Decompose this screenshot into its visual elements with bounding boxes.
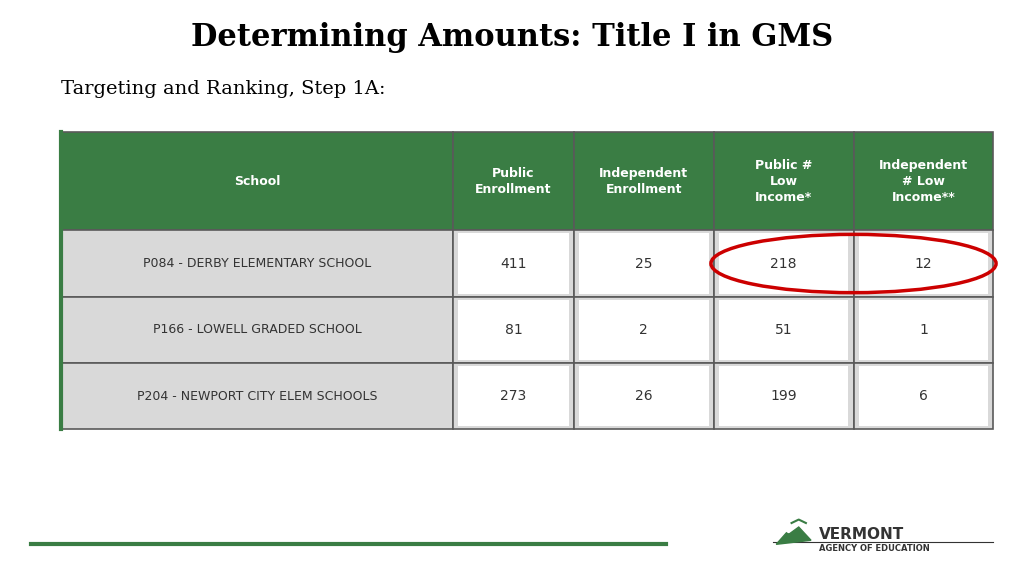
FancyBboxPatch shape xyxy=(579,366,709,426)
FancyBboxPatch shape xyxy=(61,363,453,429)
FancyBboxPatch shape xyxy=(853,132,993,230)
FancyBboxPatch shape xyxy=(858,366,988,426)
FancyBboxPatch shape xyxy=(453,363,573,429)
Text: P084 - DERBY ELEMENTARY SCHOOL: P084 - DERBY ELEMENTARY SCHOOL xyxy=(143,257,372,270)
Text: 51: 51 xyxy=(775,323,793,337)
FancyBboxPatch shape xyxy=(458,233,568,294)
Polygon shape xyxy=(776,527,811,544)
Text: 273: 273 xyxy=(501,389,526,403)
FancyBboxPatch shape xyxy=(719,366,848,426)
Text: 25: 25 xyxy=(635,256,652,271)
Text: P204 - NEWPORT CITY ELEM SCHOOLS: P204 - NEWPORT CITY ELEM SCHOOLS xyxy=(137,389,378,403)
FancyBboxPatch shape xyxy=(714,363,853,429)
FancyBboxPatch shape xyxy=(573,363,714,429)
FancyBboxPatch shape xyxy=(453,297,573,363)
Text: Determining Amounts: Title I in GMS: Determining Amounts: Title I in GMS xyxy=(190,22,834,53)
FancyBboxPatch shape xyxy=(853,363,993,429)
FancyBboxPatch shape xyxy=(858,300,988,360)
Text: VERMONT: VERMONT xyxy=(819,527,904,542)
FancyBboxPatch shape xyxy=(714,230,853,297)
FancyBboxPatch shape xyxy=(573,132,714,230)
Text: 81: 81 xyxy=(505,323,522,337)
Text: 1: 1 xyxy=(919,323,928,337)
Text: Independent
# Low
Income**: Independent # Low Income** xyxy=(879,159,968,204)
FancyBboxPatch shape xyxy=(61,132,453,230)
FancyBboxPatch shape xyxy=(61,230,453,297)
Text: 26: 26 xyxy=(635,389,652,403)
Text: School: School xyxy=(233,175,281,188)
FancyBboxPatch shape xyxy=(579,233,709,294)
Text: 2: 2 xyxy=(639,323,648,337)
Text: Public #
Low
Income*: Public # Low Income* xyxy=(755,159,812,204)
Text: 411: 411 xyxy=(500,256,526,271)
Text: 199: 199 xyxy=(770,389,797,403)
FancyBboxPatch shape xyxy=(719,300,848,360)
FancyBboxPatch shape xyxy=(61,297,453,363)
FancyBboxPatch shape xyxy=(579,300,709,360)
Text: P166 - LOWELL GRADED SCHOOL: P166 - LOWELL GRADED SCHOOL xyxy=(153,323,361,336)
FancyBboxPatch shape xyxy=(719,233,848,294)
FancyBboxPatch shape xyxy=(858,233,988,294)
FancyBboxPatch shape xyxy=(573,297,714,363)
Text: Independent
Enrollment: Independent Enrollment xyxy=(599,167,688,196)
FancyBboxPatch shape xyxy=(573,230,714,297)
Text: Public
Enrollment: Public Enrollment xyxy=(475,167,552,196)
Text: AGENCY OF EDUCATION: AGENCY OF EDUCATION xyxy=(819,544,930,553)
Text: Targeting and Ranking, Step 1A:: Targeting and Ranking, Step 1A: xyxy=(61,80,386,98)
Text: 218: 218 xyxy=(770,256,797,271)
FancyBboxPatch shape xyxy=(853,297,993,363)
Text: 12: 12 xyxy=(914,256,932,271)
FancyBboxPatch shape xyxy=(453,230,573,297)
Text: 6: 6 xyxy=(919,389,928,403)
FancyBboxPatch shape xyxy=(458,300,568,360)
FancyBboxPatch shape xyxy=(853,230,993,297)
FancyBboxPatch shape xyxy=(714,132,853,230)
FancyBboxPatch shape xyxy=(458,366,568,426)
FancyBboxPatch shape xyxy=(714,297,853,363)
FancyBboxPatch shape xyxy=(453,132,573,230)
